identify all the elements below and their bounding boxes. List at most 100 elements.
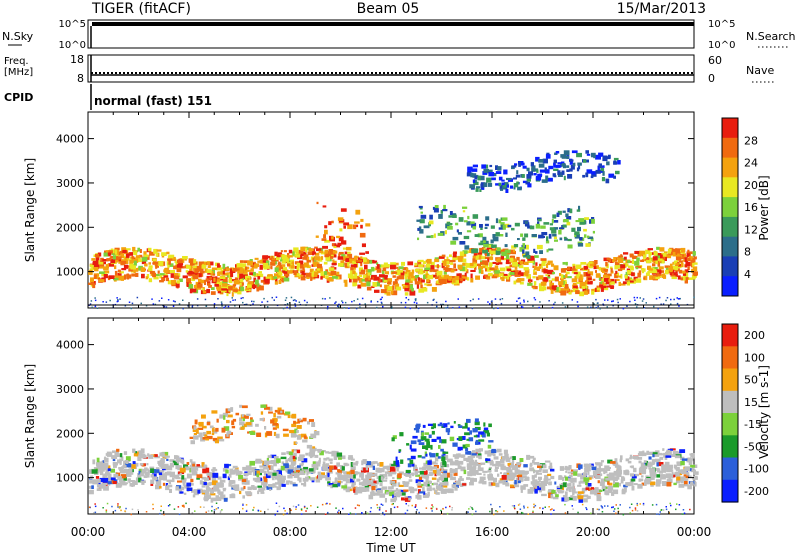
velocity-cell [336,462,340,467]
velocity-cell [490,503,492,506]
velocity-cell [192,494,196,498]
velocity-cell [244,480,250,485]
velocity-cell [351,474,355,479]
power-cell [687,249,690,254]
power-cell [152,272,156,278]
power-cell [619,298,621,300]
power-cell [338,251,344,255]
power-cell [285,275,289,279]
velocity-cell [101,482,108,486]
velocity-cell [139,473,144,477]
power-cell [513,183,519,188]
velocity-cell [291,460,297,465]
power-cell [677,275,681,280]
power-cell [503,169,508,175]
velocity-cell [572,469,578,473]
power-cell [538,159,544,163]
power-cell [373,276,380,281]
power-cell [229,301,232,303]
velocity-cell [350,462,354,467]
power-cell [103,266,109,271]
velocity-cell [451,507,453,509]
power-cell [482,171,488,175]
velocity-cell [482,480,487,485]
velocity-cell [180,486,185,491]
power-cbar-swatch [722,157,738,178]
power-cell [355,307,358,310]
velocity-cell [179,491,184,494]
velocity-cell [310,433,317,439]
power-cell [246,303,248,306]
power-cell [494,272,500,277]
power-cell [125,253,130,258]
power-cell [565,213,569,218]
power-cell [245,279,249,282]
radar-title: TIGER (fitACF) [91,1,191,17]
power-cell [535,223,541,229]
power-cell [159,280,164,283]
power-cell [240,286,245,292]
velocity-cell [359,486,364,490]
power-cell [105,301,108,303]
power-cell [121,268,127,271]
power-cell [680,262,684,268]
power-cell [484,256,490,259]
velocity-cell [335,480,341,485]
velocity-cell [669,450,672,456]
power-cell [655,297,658,300]
power-cell [415,298,417,300]
velocity-cell [600,460,604,463]
velocity-cbar-swatch [722,390,738,414]
velocity-cell [690,481,694,485]
velocity-cell [385,477,388,480]
velocity-cell [266,457,269,462]
velocity-cell [191,489,194,493]
power-cell [239,273,244,279]
velocity-cell [675,508,677,511]
velocity-cell [458,478,464,481]
velocity-cell [431,510,433,512]
power-cell [141,260,147,265]
velocity-cell [299,418,302,421]
power-cell [661,252,667,257]
power-cell [417,281,423,285]
power-cell [359,303,361,305]
velocity-cell [568,465,572,470]
power-cell [162,273,168,276]
velocity-cell [202,468,208,474]
velocity-cell [651,459,656,464]
velocity-cell [201,476,207,480]
velocity-cell [503,478,506,482]
velocity-cell [384,498,387,503]
velocity-cell [350,469,355,475]
power-cell [324,239,330,243]
velocity-cell [577,495,584,500]
power-cell [237,270,240,274]
velocity-cell [181,504,184,507]
power-cell [620,264,626,269]
velocity-cell [589,463,594,467]
velocity-cell [140,480,146,483]
power-cell [605,261,608,267]
velocity-cell [291,423,297,428]
power-cell [494,265,499,270]
power-cell [428,220,434,225]
power-cell [549,282,554,287]
power-cell [404,301,407,304]
velocity-cell [211,510,213,512]
velocity-cell [240,426,245,430]
power-cell [652,267,658,271]
velocity-cell [450,468,453,472]
velocity-cell [166,471,172,474]
velocity-cell [565,470,568,473]
velocity-cbar-tick: -100 [744,463,769,476]
power-cell [240,297,242,300]
power-cell [153,276,159,280]
power-cell [576,301,579,303]
velocity-cell [612,506,614,508]
velocity-cell [99,467,105,472]
power-cell [670,303,672,305]
velocity-cell [460,483,464,487]
velocity-cell [431,430,435,435]
power-cbar-swatch [722,276,738,297]
